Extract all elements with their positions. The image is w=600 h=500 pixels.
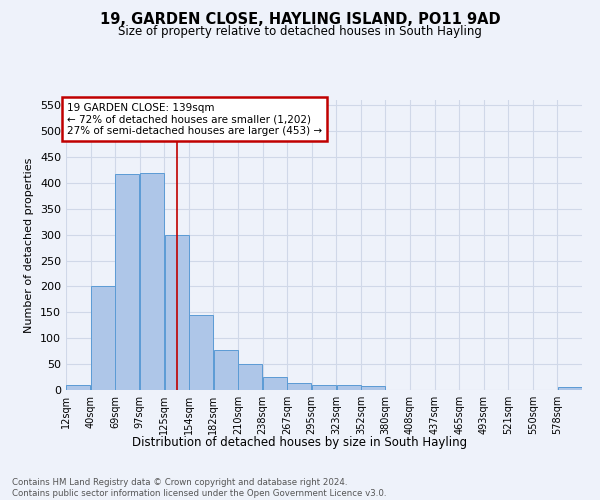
Bar <box>312 385 336 390</box>
Text: 19, GARDEN CLOSE, HAYLING ISLAND, PO11 9AD: 19, GARDEN CLOSE, HAYLING ISLAND, PO11 9… <box>100 12 500 28</box>
Text: 19 GARDEN CLOSE: 139sqm
← 72% of detached houses are smaller (1,202)
27% of semi: 19 GARDEN CLOSE: 139sqm ← 72% of detache… <box>67 102 322 136</box>
Bar <box>164 234 188 390</box>
Text: Distribution of detached houses by size in South Hayling: Distribution of detached houses by size … <box>133 436 467 449</box>
Bar <box>238 364 262 390</box>
Y-axis label: Number of detached properties: Number of detached properties <box>25 158 34 332</box>
Bar <box>91 286 115 390</box>
Bar <box>337 385 361 390</box>
Bar <box>263 377 287 390</box>
Bar <box>557 388 582 390</box>
Bar <box>214 350 238 390</box>
Bar <box>140 172 164 390</box>
Bar <box>189 315 213 390</box>
Bar <box>361 386 385 390</box>
Bar <box>66 385 91 390</box>
Bar <box>287 384 311 390</box>
Text: Contains HM Land Registry data © Crown copyright and database right 2024.
Contai: Contains HM Land Registry data © Crown c… <box>12 478 386 498</box>
Text: Size of property relative to detached houses in South Hayling: Size of property relative to detached ho… <box>118 25 482 38</box>
Bar <box>115 174 139 390</box>
